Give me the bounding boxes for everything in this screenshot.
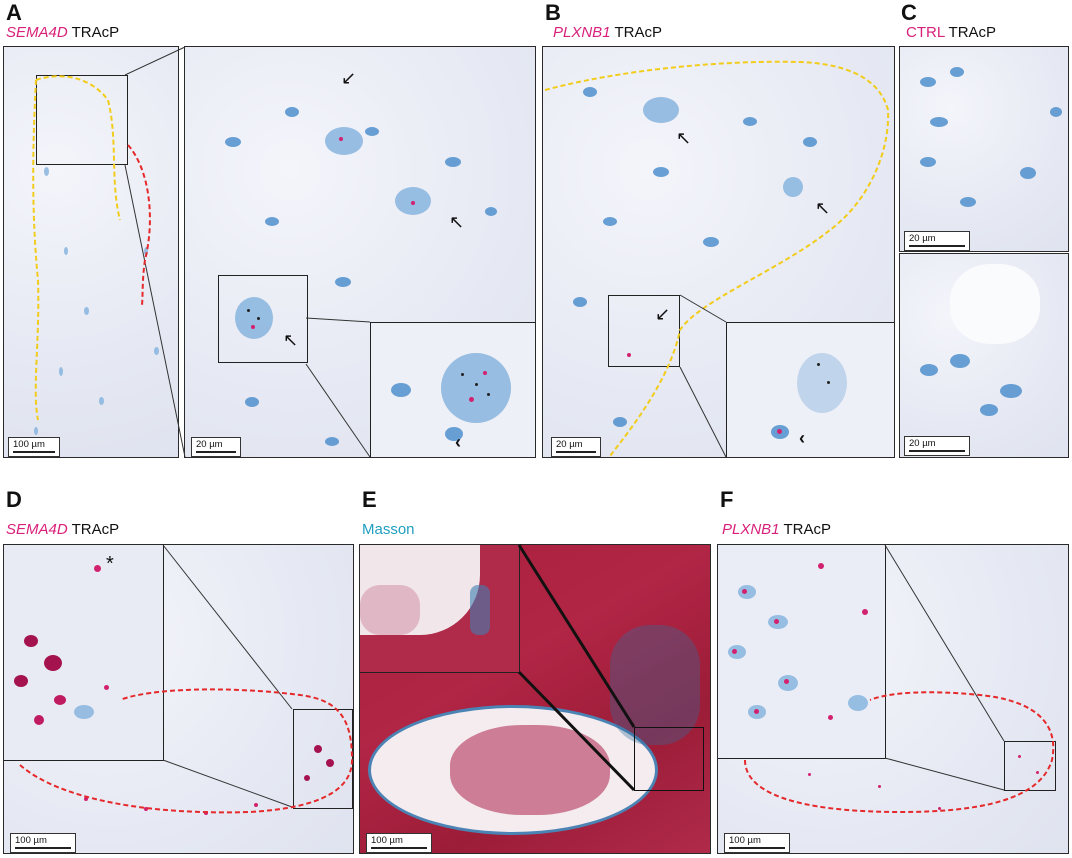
panel-e-label: Masson bbox=[362, 522, 415, 538]
inset-e bbox=[360, 545, 520, 673]
scale-bar-f: 100 µm bbox=[724, 833, 790, 853]
panel-d-image: * 100 µm bbox=[3, 544, 354, 854]
panel-c-bottom-image: 20 µm bbox=[899, 253, 1069, 458]
panel-f-label: PLXNB1 TRAcP bbox=[722, 522, 831, 538]
inset-b: ‹ bbox=[726, 322, 894, 457]
panel-letter-d: D bbox=[6, 487, 22, 512]
zoom-box-b bbox=[608, 295, 680, 367]
panel-letter-f: F bbox=[720, 487, 734, 512]
panel-letter-c: C bbox=[901, 0, 917, 25]
sema4d-label: SEMA4D bbox=[6, 24, 68, 41]
tracp-label: TRAcP bbox=[614, 24, 662, 41]
scale-bar-b: 20 µm bbox=[551, 437, 601, 457]
plxnb1-label: PLXNB1 bbox=[553, 24, 611, 41]
inset-a: ‹ bbox=[370, 322, 535, 457]
zoom-box-a bbox=[36, 75, 128, 165]
arrowhead-icon: ‹ bbox=[455, 432, 461, 452]
panel-a-label: SEMA4D TRAcP bbox=[6, 25, 119, 41]
masson-label: Masson bbox=[362, 521, 415, 538]
arrow-icon: ↖ bbox=[449, 212, 465, 232]
scale-bar-e: 100 µm bbox=[366, 833, 432, 853]
arrow-icon: ↖ bbox=[676, 128, 692, 148]
panel-letter-e: E bbox=[362, 487, 377, 512]
plxnb1-label: PLXNB1 bbox=[722, 521, 780, 538]
panel-b-label: PLXNB1 TRAcP bbox=[553, 25, 662, 41]
panel-letter-a: A bbox=[6, 0, 22, 25]
arrow-icon: ↖ bbox=[815, 198, 831, 218]
zoom-box-e bbox=[634, 727, 704, 791]
tracp-label: TRAcP bbox=[783, 521, 831, 538]
panel-b-image: ↖ ↖ ↙ ‹ 20 µm bbox=[542, 46, 895, 458]
arrow-icon: ↖ bbox=[283, 330, 299, 350]
tracp-label: TRAcP bbox=[948, 24, 997, 41]
panel-letter-b: B bbox=[545, 0, 561, 25]
zoom-box-f bbox=[1004, 741, 1056, 791]
panel-d-label: SEMA4D TRAcP bbox=[6, 522, 119, 538]
panel-c-top-image: 20 µm bbox=[899, 46, 1069, 252]
scale-bar-c-top: 20 µm bbox=[904, 231, 970, 251]
panel-c-label: CTRL TRAcP bbox=[906, 25, 996, 41]
scale-bar-a-main: 100 µm bbox=[8, 437, 60, 457]
arrow-icon: ↙ bbox=[341, 68, 357, 88]
arrowhead-icon: ‹ bbox=[799, 428, 805, 448]
asterisk-marker: * bbox=[106, 553, 114, 575]
inset-d: * bbox=[4, 545, 164, 761]
zoom-box-d bbox=[293, 709, 353, 809]
panel-a-overview-image: 100 µm bbox=[3, 46, 179, 458]
inset-f bbox=[718, 545, 886, 759]
scale-bar-a-zoom: 20 µm bbox=[191, 437, 241, 457]
ctrl-label: CTRL bbox=[906, 24, 945, 41]
scale-bar-d: 100 µm bbox=[10, 833, 76, 853]
tracp-label: TRAcP bbox=[71, 521, 120, 538]
panel-a-zoom-image: ↙ ↖ ↖ ‹ 20 µm bbox=[184, 46, 536, 458]
panel-e-image: 100 µm bbox=[359, 544, 711, 854]
tracp-label: TRAcP bbox=[71, 24, 120, 41]
sema4d-label: SEMA4D bbox=[6, 521, 68, 538]
scale-bar-c-bottom: 20 µm bbox=[904, 436, 970, 456]
panel-f-image: 100 µm bbox=[717, 544, 1069, 854]
